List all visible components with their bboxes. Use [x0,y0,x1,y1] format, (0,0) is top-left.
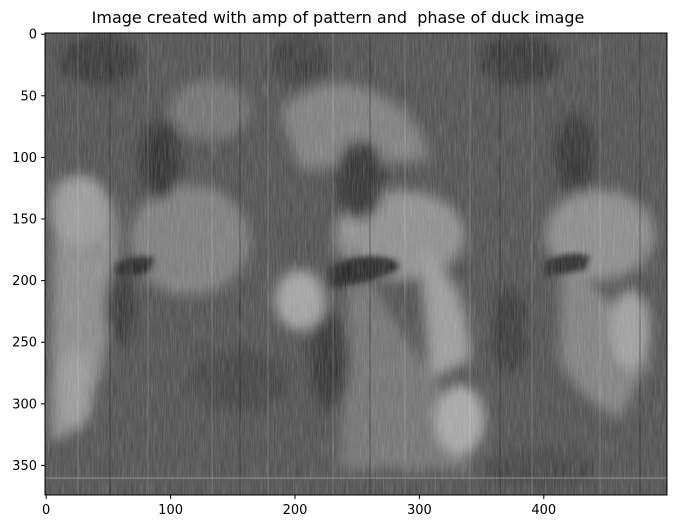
y-tick-label: 0 [29,28,37,43]
x-tick-label: 300 [407,503,432,518]
duck-pattern-image [45,33,667,495]
x-tick-label: 0 [42,503,50,518]
y-tick-label: 200 [12,274,37,289]
y-tick-label: 300 [12,397,37,412]
x-axis: 0 100 200 300 400 [42,495,556,518]
x-tick-label: 400 [531,503,556,518]
x-tick-label: 100 [158,503,183,518]
y-tick-label: 250 [12,336,37,351]
y-tick-label: 50 [20,89,37,104]
y-tick-label: 100 [12,151,37,166]
y-tick-label: 150 [12,213,37,228]
y-tick-label: 350 [12,459,37,474]
x-tick-label: 200 [283,503,308,518]
plot-title: Image created with amp of pattern and ph… [91,8,585,27]
y-axis: 0 50 100 150 200 250 300 350 [12,28,45,474]
plot-frame [44,32,668,496]
